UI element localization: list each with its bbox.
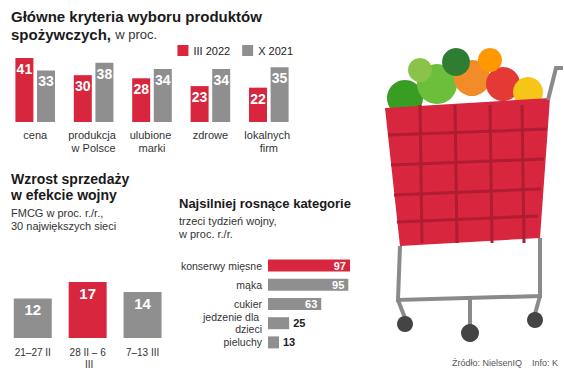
svg-text:FMCG w proc. r./r.,: FMCG w proc. r./r., <box>11 207 103 219</box>
svg-text:35: 35 <box>272 70 288 86</box>
svg-text:97: 97 <box>334 260 346 272</box>
svg-text:17: 17 <box>79 285 96 302</box>
svg-text:w proc.: w proc. <box>114 27 157 42</box>
svg-text:63: 63 <box>305 298 317 310</box>
svg-text:34: 34 <box>155 72 171 88</box>
svg-text:zdrowe: zdrowe <box>193 129 228 141</box>
svg-text:marki: marki <box>139 142 166 154</box>
svg-text:30: 30 <box>75 78 91 94</box>
svg-text:pieluchy: pieluchy <box>223 336 262 348</box>
svg-text:Najsilniej rosnące kategorie: Najsilniej rosnące kategorie <box>179 196 351 211</box>
svg-text:13: 13 <box>283 336 295 348</box>
svg-text:X 2021: X 2021 <box>258 45 293 57</box>
svg-text:33: 33 <box>38 73 54 89</box>
svg-text:41: 41 <box>17 61 33 77</box>
svg-text:jedzenie dla: jedzenie dla <box>202 311 262 323</box>
svg-text:Źródło: NielsenIQ: Źródło: NielsenIQ <box>452 358 522 368</box>
svg-text:21–27 II: 21–27 II <box>15 347 51 358</box>
svg-text:cukier: cukier <box>234 298 263 310</box>
svg-text:7–13 III: 7–13 III <box>126 347 159 358</box>
svg-text:konserwy mięsne: konserwy mięsne <box>181 260 262 272</box>
svg-text:spożywczych,: spożywczych, <box>11 26 115 43</box>
svg-text:w efekcie wojny: w efekcie wojny <box>10 187 117 203</box>
svg-text:cena: cena <box>23 129 48 141</box>
svg-text:28 II – 6: 28 II – 6 <box>70 347 107 358</box>
svg-text:95: 95 <box>332 279 344 291</box>
svg-text:25: 25 <box>293 317 305 329</box>
svg-text:34: 34 <box>213 72 229 88</box>
svg-text:mąka: mąka <box>236 279 262 291</box>
svg-text:dzieci: dzieci <box>235 323 262 335</box>
svg-text:w proc. r./r.: w proc. r./r. <box>178 228 233 240</box>
svg-text:30 największych sieci: 30 największych sieci <box>11 220 116 232</box>
svg-text:trzeci tydzień wojny,: trzeci tydzień wojny, <box>179 215 277 227</box>
svg-text:ulubione: ulubione <box>130 129 175 141</box>
svg-text:38: 38 <box>97 66 113 82</box>
svg-text:28: 28 <box>133 81 149 97</box>
svg-text:22: 22 <box>250 91 266 107</box>
svg-text:Główne kryteria wyboru produkt: Główne kryteria wyboru produktów <box>11 8 262 25</box>
svg-text:produkcja: produkcja <box>68 129 119 141</box>
svg-text:lokalnych: lokalnych <box>244 129 293 141</box>
svg-text:III 2022: III 2022 <box>193 45 230 57</box>
svg-text:23: 23 <box>192 89 208 105</box>
svg-text:firm: firm <box>260 142 278 154</box>
svg-text:Wzrost sprzedaży: Wzrost sprzedaży <box>11 171 129 187</box>
svg-text:w Polsce: w Polsce <box>71 142 116 154</box>
svg-text:14: 14 <box>134 295 151 312</box>
svg-text:III: III <box>82 359 93 370</box>
svg-text:12: 12 <box>24 301 41 318</box>
svg-text:Info: K: Info: K <box>532 358 558 368</box>
